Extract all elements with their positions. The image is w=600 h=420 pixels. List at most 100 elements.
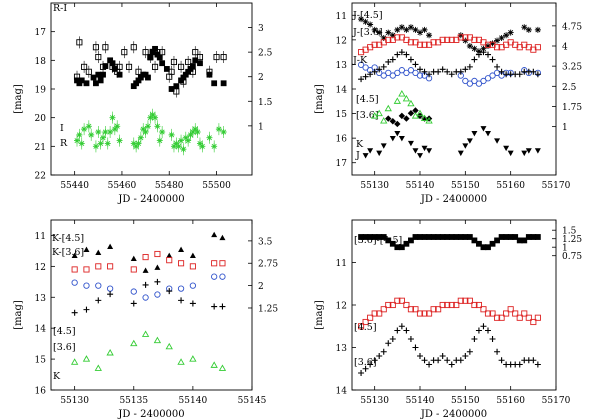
panel3-series-3-point-4 xyxy=(130,300,137,307)
panel3-series-0-point-3 xyxy=(107,243,114,250)
panel4-series-0-point-9 xyxy=(398,244,405,251)
panel3-series-3-point-9 xyxy=(189,300,196,307)
panel2-series-label-6: J xyxy=(355,150,360,161)
panel1-series-2-point-0 xyxy=(74,137,81,144)
panel2-series-0-point-18 xyxy=(466,43,473,49)
panel3-series-2-point-9 xyxy=(189,263,196,270)
panel3-rtick-label-1: 2 xyxy=(258,282,264,292)
panel3-series-4-point-2 xyxy=(94,364,102,371)
panel4-series-2-point-5 xyxy=(380,348,387,355)
panel1-ytick-label-1: 18 xyxy=(35,57,47,67)
panel1-series-2-point-13 xyxy=(109,114,116,121)
panel3-frame xyxy=(50,219,253,391)
panel1-rtick-label-4: 3 xyxy=(258,24,264,34)
panel2-series-label-5: K xyxy=(356,139,364,150)
panel2-ytick-label-1: 12 xyxy=(336,36,347,46)
panel2-series-0-point-10 xyxy=(403,26,410,33)
panel4-series-0-point-36 xyxy=(521,237,528,244)
panel2-series-3-point-28 xyxy=(484,41,492,48)
panel2-series-6-point-20 xyxy=(507,150,514,157)
panel4-xtick-label-0: 55130 xyxy=(360,396,389,406)
panel1-series-1-point-21 xyxy=(147,54,154,61)
panel2-series-6-point-14 xyxy=(466,138,473,144)
panel3-rtick-label-2: 2.75 xyxy=(258,260,278,270)
panel2-series-3 xyxy=(358,34,541,56)
panel4-series-1-point-20 xyxy=(448,301,455,309)
panel4-series-1-point-11 xyxy=(407,306,414,313)
panel4-series-2-point-14 xyxy=(421,357,428,364)
panel1-series-label-0: R-I xyxy=(53,3,67,14)
panel4-series-2-point-28 xyxy=(485,327,491,334)
panel2-series-6-point-3 xyxy=(380,143,387,149)
panel1-series-2-point-24 xyxy=(147,114,154,121)
panel2-ytick-label-2: 13 xyxy=(336,61,348,71)
panel1-series-2-point-34 xyxy=(178,137,185,144)
panel1-rtick-label-3: 2.5 xyxy=(258,49,273,59)
panel1-frame xyxy=(50,2,253,176)
panel1-series-0-point-19 xyxy=(151,63,159,70)
panel1-series-2-point-39 xyxy=(189,129,196,135)
panel2-series-0-point-16 xyxy=(457,32,464,39)
panel3-series-0-point-10 xyxy=(211,231,218,238)
panel2-series-3-point-39 xyxy=(534,44,541,51)
panel3-series-3-point-0 xyxy=(71,309,78,316)
panel4-series-0-point-39 xyxy=(534,234,541,240)
panel3-series-3 xyxy=(71,278,226,316)
panel2-series-0-point-25 xyxy=(498,34,505,41)
panel3-series-4-point-7 xyxy=(165,342,173,350)
panel1-series-2-point-32 xyxy=(173,140,180,147)
panel4-series-1-point-32 xyxy=(503,310,510,317)
panel1-series-2-point-10 xyxy=(102,129,109,135)
panel2-series-6-point-11 xyxy=(426,148,433,154)
panel2-series-4-point-15 xyxy=(426,71,433,78)
panel4-series-1-point-33 xyxy=(507,306,514,313)
panel3-series-4-point-6 xyxy=(153,336,162,344)
panel1-series-2-point-33 xyxy=(175,143,182,150)
panel3-xlabel: JD - 2400000 xyxy=(117,409,184,420)
panel1-series-2-point-30 xyxy=(168,131,175,138)
panel4-xlabel: JD - 2400000 xyxy=(420,409,487,420)
panel2-series-4-point-9 xyxy=(398,49,405,56)
panel1-series-0-point-7 xyxy=(102,44,109,51)
panel1-series-0-point-16 xyxy=(142,49,149,56)
panel2-series-0-point-5 xyxy=(380,34,387,41)
panel3-series-0-point-4 xyxy=(130,255,137,261)
panel2-series-3-point-13 xyxy=(416,41,424,48)
panel4-series-0-point-30 xyxy=(494,237,500,244)
panel2-series-3-point-8 xyxy=(394,34,401,41)
panel2-series-1-point-10 xyxy=(403,69,410,77)
panel4-series-2-point-15 xyxy=(426,361,433,368)
panel2-series-0-point-22 xyxy=(485,43,491,49)
panel4-series-1-point-21 xyxy=(453,301,460,309)
panel4-series-1-point-14 xyxy=(421,310,428,317)
panel2-series-0-point-20 xyxy=(475,48,482,55)
panel4-series-2-point-3 xyxy=(371,357,378,364)
panel3-xtick-label-3: 55145 xyxy=(238,396,267,406)
panel2-series-5-point-2 xyxy=(380,117,388,124)
panel2-series-3-point-19 xyxy=(444,36,451,43)
panel1-series-0-point-12 xyxy=(121,49,128,56)
panel2-series-1-point-24 xyxy=(493,69,501,77)
panel2-series-1-point-8 xyxy=(394,69,401,77)
panel2-series-label-4: [3.6] xyxy=(356,110,379,121)
panel2-ytick-label-3: 14 xyxy=(336,86,348,96)
panel4-series-1-point-29 xyxy=(489,310,496,317)
panel2-series-0-point-30 xyxy=(534,26,541,33)
panel2-series-1-point-23 xyxy=(489,72,496,79)
panel1-ytick-label-5: 22 xyxy=(35,172,46,182)
panel2-series-5-point-4 xyxy=(393,97,402,104)
panel1-series-0-point-5 xyxy=(95,54,102,61)
panel4-series-2-point-4 xyxy=(376,353,383,359)
panel4-series-1-point-3 xyxy=(371,310,378,317)
panel2-series-3-point-6 xyxy=(385,36,392,43)
panel3-series-3-point-7 xyxy=(166,288,173,295)
panel4-series-0-point-11 xyxy=(408,237,414,244)
panel4-series-0-point-5 xyxy=(380,234,387,240)
panel2-series-4-point-10 xyxy=(403,51,410,58)
panel4-series-2-point-2 xyxy=(367,361,374,368)
panel4-series-0-point-25 xyxy=(471,237,478,244)
panel4-series-0-point-7 xyxy=(389,240,396,247)
panel1-series-2-point-21 xyxy=(140,126,147,133)
panel2-series-0-point-7 xyxy=(389,32,396,39)
panel1-series-1-point-4 xyxy=(90,74,97,81)
